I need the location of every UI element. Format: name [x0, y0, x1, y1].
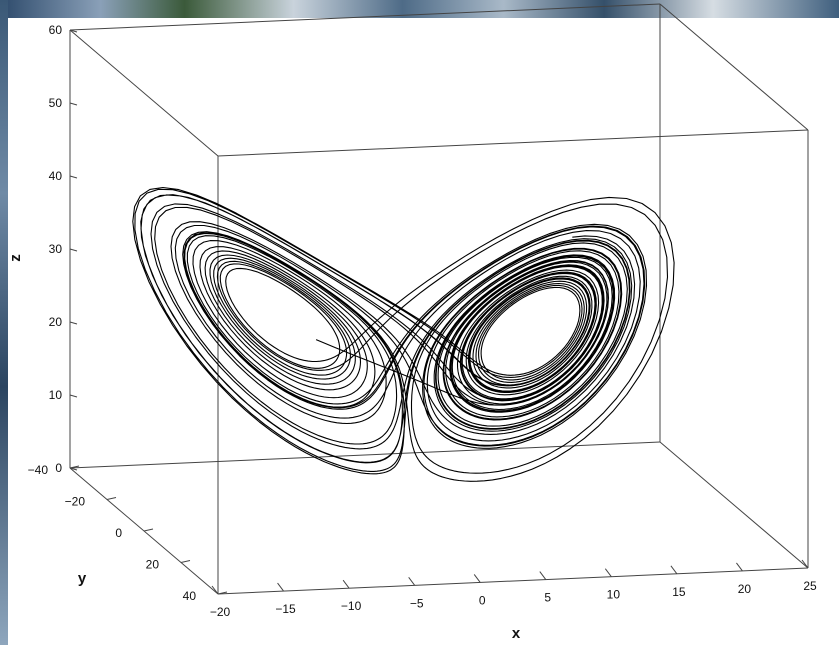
y-tick-label: −20 [65, 495, 86, 509]
x-tick-label: −15 [275, 602, 296, 616]
z-axis-label: z [7, 254, 24, 262]
z-tick-mark [69, 467, 78, 471]
x-tick-mark [801, 559, 809, 569]
y-tick-label: 40 [183, 589, 197, 603]
z-tick-label: 10 [49, 388, 63, 402]
box-edge [659, 3, 809, 131]
z-tick-mark [69, 394, 78, 398]
z-tick-mark [69, 102, 78, 106]
box-edge [217, 129, 809, 157]
series-line [132, 186, 675, 482]
x-tick-label: −5 [410, 596, 424, 610]
x-axis-label: x [512, 625, 521, 642]
z-tick-label: 40 [49, 169, 63, 183]
y-tick-mark [106, 497, 117, 500]
x-tick-mark [342, 579, 350, 589]
x-tick-mark [211, 585, 219, 595]
x-tick-label: −10 [341, 599, 362, 613]
x-tick-label: 25 [803, 579, 817, 593]
background-strip [0, 0, 839, 18]
x-tick-mark [473, 574, 481, 583]
z-tick-label: 60 [49, 23, 63, 37]
y-tick-mark [180, 560, 191, 563]
x-tick-label: 15 [672, 585, 686, 599]
y-tick-label: 20 [146, 558, 160, 572]
z-tick-mark [69, 321, 78, 325]
z-tick-label: 50 [49, 96, 63, 110]
y-tick-mark [217, 591, 228, 595]
x-tick-mark [277, 582, 284, 592]
z-tick-mark [69, 29, 78, 33]
box-edge [69, 3, 661, 31]
x-tick-mark [408, 577, 416, 586]
background-strip-left [0, 0, 8, 645]
x-tick-label: 5 [544, 591, 551, 605]
z-tick-mark [69, 175, 78, 179]
y-tick-label: 0 [115, 526, 122, 540]
x-tick-mark [604, 568, 612, 577]
z-tick-mark [69, 248, 78, 252]
z-tick-label: 0 [55, 461, 62, 475]
box-edge [69, 441, 661, 469]
x-tick-label: −20 [210, 605, 231, 619]
trajectory-layer [132, 186, 675, 482]
x-tick-label: 10 [607, 588, 621, 602]
x-tick-label: 20 [738, 582, 752, 596]
ticks-layer: −20 −15 −10 −5 0 5 10 15 20 25 −40 −20 0 20 40 0 10 20 30 4… [28, 23, 817, 619]
x-tick-mark [539, 571, 547, 580]
y-axis-label: y [78, 570, 87, 587]
x-tick-mark [670, 565, 678, 575]
x-tick-label: 0 [479, 593, 486, 607]
z-tick-label: 20 [49, 315, 63, 329]
y-tick-label: −40 [28, 463, 49, 477]
y-tick-mark [143, 528, 154, 532]
bounding-box [69, 3, 809, 595]
box-edge [69, 29, 219, 157]
x-tick-mark [736, 562, 743, 572]
box-edge [217, 567, 809, 595]
y-tick-mark [69, 465, 80, 469]
box-edge [659, 441, 809, 569]
z-tick-label: 30 [49, 242, 63, 256]
